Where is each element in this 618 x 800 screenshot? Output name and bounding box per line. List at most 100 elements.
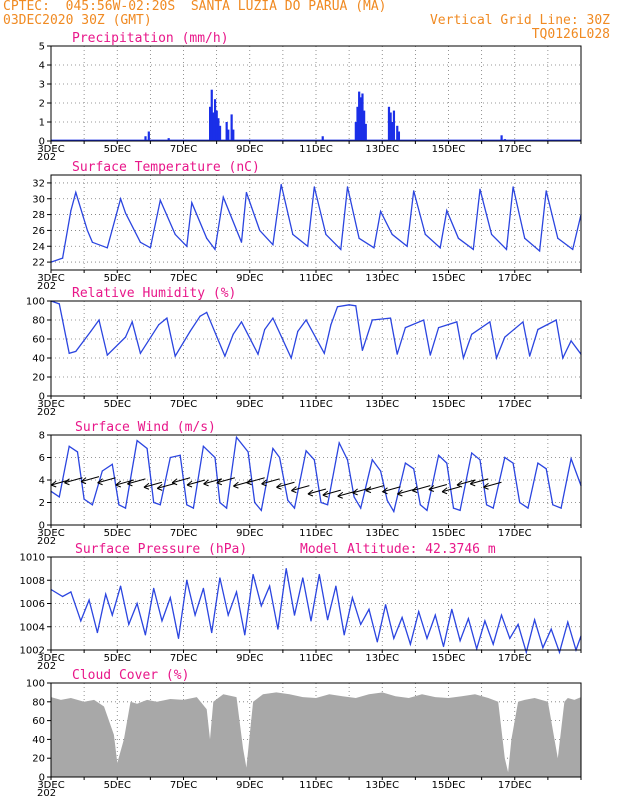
series-point [373, 247, 375, 249]
x-tick-label: 7DEC [170, 653, 197, 664]
x-tick-label: 11DEC [299, 144, 333, 155]
series-point [206, 237, 208, 239]
wind-arrow [276, 481, 295, 488]
series-point [222, 196, 224, 198]
series-point [119, 585, 122, 587]
series-point [131, 321, 133, 323]
wind-arrow [307, 488, 327, 495]
series-point [550, 628, 552, 630]
precipitation-bar [227, 129, 230, 141]
wind-arrow-head [456, 480, 463, 488]
series-point [61, 257, 64, 259]
series-point [75, 350, 77, 352]
series-point [512, 186, 514, 188]
precipitation-bar [397, 131, 401, 141]
y-tick-label: 20 [32, 373, 45, 384]
x-tick-label: 17DEC [498, 653, 532, 664]
series-point [509, 637, 511, 639]
precipitation-bar [359, 97, 362, 141]
series-point [293, 507, 296, 509]
wind-arrow [216, 477, 235, 484]
series-point [389, 317, 392, 319]
x-tick-label: 17DEC [498, 399, 532, 410]
panel-frame [50, 300, 582, 397]
series-point [280, 183, 282, 186]
series-point [186, 579, 188, 581]
series-point [490, 233, 493, 235]
y-tick-label: 60 [32, 335, 45, 346]
precipitation-bar [210, 89, 213, 141]
series-point [326, 619, 329, 621]
x-tick-label: 15DEC [432, 399, 466, 410]
x-tick-label: 3DEC [37, 273, 64, 284]
precipitation-bar [389, 112, 392, 141]
series-point [191, 202, 193, 204]
series-point [500, 614, 503, 616]
wind-arrow [441, 486, 461, 493]
series-point [272, 244, 274, 246]
wind-arrow [261, 478, 280, 485]
x-tick-label: 5DEC [104, 653, 131, 664]
wind-arrow-head [156, 483, 163, 491]
series-point [252, 573, 254, 576]
series-point [459, 640, 461, 642]
series-point [479, 459, 481, 461]
wind-arrow-head [397, 489, 403, 497]
x-tick-label: 7DEC [170, 399, 197, 410]
panel-frame [50, 45, 582, 142]
wind-arrow-head [216, 478, 223, 486]
series-point [409, 643, 412, 645]
y-tick-label: 40 [32, 354, 45, 365]
precipitation-bar [218, 125, 222, 141]
series-point [360, 507, 362, 509]
series-point [83, 498, 85, 500]
series-point [224, 355, 226, 357]
precipitation-bar [500, 135, 503, 141]
y-tick-label: 1004 [20, 622, 45, 633]
x-tick-label: 11DEC [299, 273, 333, 284]
x-tick-year: 202 [37, 661, 56, 672]
x-tick-label: 5DEC [104, 399, 131, 410]
series-point [351, 597, 354, 599]
x-tick-label: 11DEC [299, 528, 333, 539]
wind-arrow-head [186, 480, 193, 488]
series-point [186, 504, 188, 506]
series-point [391, 233, 393, 235]
panel-title: Surface Pressure (hPa) [75, 542, 247, 557]
series-point [426, 509, 428, 511]
series-point [326, 504, 329, 506]
series-point [211, 631, 213, 634]
wind-arrow-head [483, 482, 489, 490]
series-point [452, 507, 455, 509]
series-point [75, 191, 77, 194]
precipitation-bar [215, 110, 218, 141]
series-point [527, 507, 529, 509]
series-point [534, 619, 536, 621]
wind-arrow-head [246, 478, 252, 486]
series-point [492, 643, 494, 645]
series-point [91, 241, 94, 243]
panel-precipitation: 0 1 2 3 4 5 3DEC 5DEC 7DEC 9DEC 11DEC 13DEC 15DEC 17D… [37, 31, 582, 163]
wind-arrow-head [127, 479, 133, 487]
x-tick-year: 202 [37, 407, 56, 418]
series-point [557, 237, 559, 239]
panel-pressure: 1002 1004 1006 1008 1010 3DEC 5DEC 7DEC 9DEC 11DE… [20, 542, 582, 672]
series-point [457, 237, 460, 239]
series-point [169, 597, 171, 599]
model-altitude-label: Model Altitude: 42.3746 m [300, 542, 496, 557]
series-point [404, 327, 407, 329]
x-tick-label: 9DEC [236, 780, 263, 791]
series-point [401, 616, 403, 619]
wind-arrow [428, 484, 447, 490]
y-tick-label: 3 [39, 80, 45, 91]
wind-arrow [186, 479, 206, 486]
y-tick-label: 1 [39, 118, 45, 129]
y-tick-label: 1002 [20, 646, 45, 657]
series-point [58, 303, 60, 305]
series-point [537, 328, 539, 331]
series-point [338, 442, 340, 444]
y-tick-label: 22 [32, 258, 45, 269]
wind-arrow-head [261, 479, 267, 487]
x-tick-label: 11DEC [299, 653, 333, 664]
series-line-temperature [50, 184, 582, 263]
